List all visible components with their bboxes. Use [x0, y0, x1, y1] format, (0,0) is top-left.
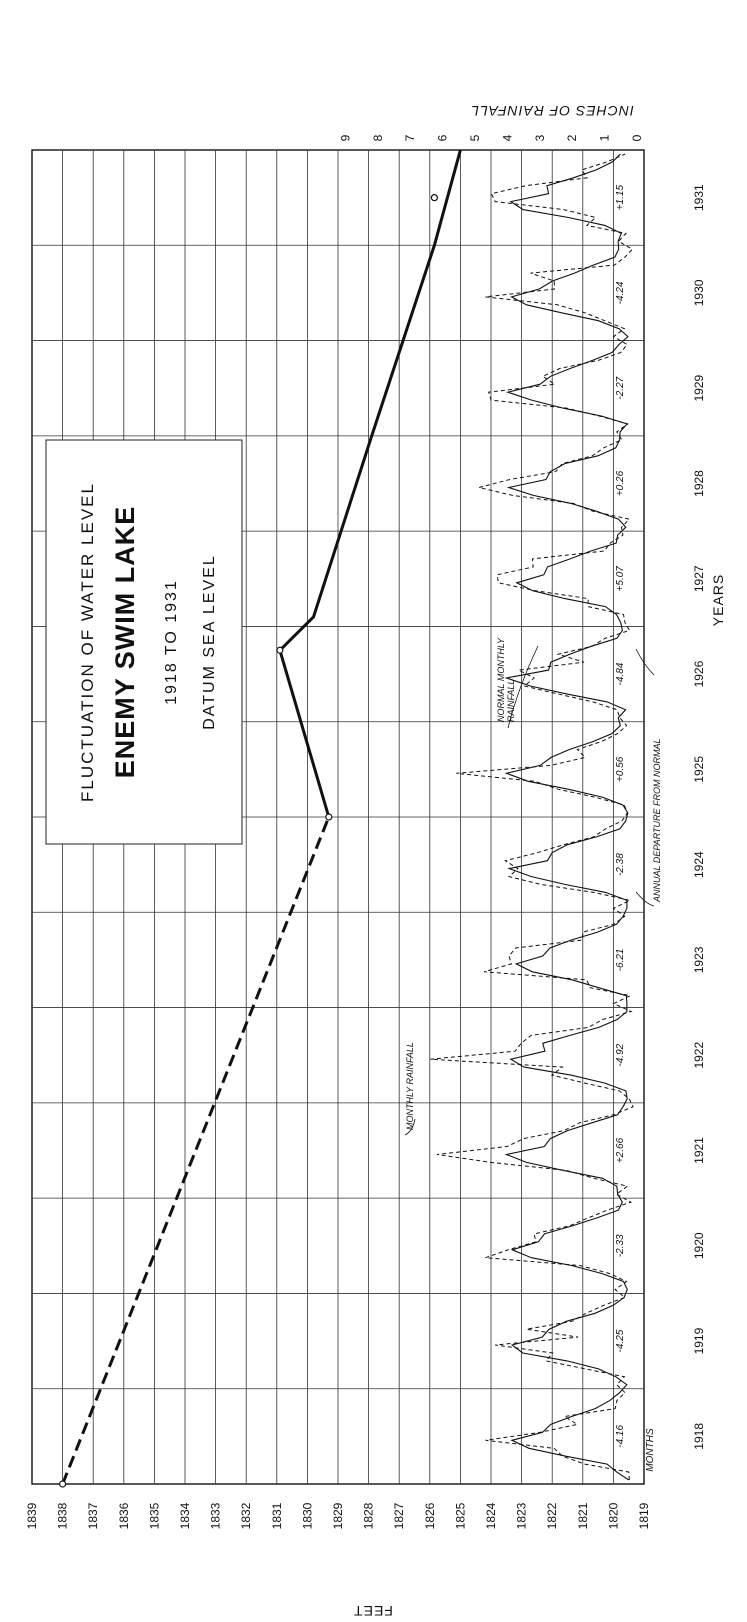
normal-monthly-rainfall-line — [504, 153, 630, 1481]
year-tick-label: 1923 — [692, 946, 706, 973]
feet-tick-label: 1824 — [484, 1502, 498, 1529]
year-tick-label: 1924 — [692, 851, 706, 878]
tick-labels: 1839 1838 1837 1836 1835 1834 1833 1832 1831 1830… — [25, 134, 706, 1529]
annual-departure-label: -4.25 — [615, 1329, 626, 1352]
annual-departure-leader-2 — [635, 648, 655, 676]
feet-tick-label: 1839 — [25, 1502, 39, 1529]
normal-rainfall-leader — [507, 645, 539, 729]
annual-departure-label: +0.56 — [615, 756, 626, 782]
feet-tick-label: 1829 — [331, 1502, 345, 1529]
monthly-rainfall-annotation: MONTHLY RAINFALL — [405, 1042, 415, 1130]
monthly-rainfall-line — [430, 153, 634, 1481]
annual-departure-label: +5.07 — [615, 566, 626, 592]
normal-rainfall-annotation-line2: RAINFALL — [506, 680, 516, 722]
feet-tick-label: 1826 — [423, 1502, 437, 1529]
feet-tick-label: 1835 — [147, 1502, 161, 1529]
chart-grid — [31, 149, 645, 1485]
monthly-rainfall-leader — [404, 1118, 416, 1136]
annual-departure-label: -6.21 — [615, 949, 626, 972]
annual-departure-label: +2.66 — [615, 1137, 626, 1163]
feet-tick-label: 1834 — [178, 1502, 192, 1529]
rainfall-series — [430, 153, 634, 1481]
feet-tick-label: 1828 — [362, 1502, 376, 1529]
y2-axis-title: INCHES OF RAINFALL — [470, 103, 634, 119]
title-panel — [45, 439, 243, 845]
annual-departure-label: -2.33 — [615, 1234, 626, 1257]
year-tick-label: 1927 — [692, 565, 706, 592]
annual-departure-label: -4.92 — [615, 1043, 626, 1066]
annual-departure-label: -2.38 — [615, 853, 626, 876]
annotations: -4.16 -4.25 -2.33 +2.66 -4.92 -6.21 -2.38 +0.56… — [404, 185, 662, 1448]
rain-tick-label: 7 — [403, 134, 417, 141]
rain-tick-label: 5 — [468, 134, 482, 141]
rain-tick-label: 4 — [500, 134, 514, 141]
rain-tick-label: 6 — [436, 134, 450, 141]
feet-tick-label: 1821 — [576, 1502, 590, 1529]
water-level-series — [58, 149, 462, 1488]
chart-period: 1918 TO 1931 — [163, 579, 180, 705]
x-axis-title: YEARS — [710, 574, 726, 626]
water-level-observed-line — [278, 149, 462, 818]
water-level-marker — [58, 1480, 67, 1488]
rain-tick-label: 8 — [371, 134, 385, 141]
feet-tick-label: 1836 — [117, 1502, 131, 1529]
year-tick-label: 1922 — [692, 1042, 706, 1069]
year-tick-label: 1930 — [692, 279, 706, 306]
annual-departure-label: -2.27 — [615, 376, 626, 399]
feet-tick-label: 1822 — [545, 1502, 559, 1529]
annual-departure-label: +1.15 — [615, 185, 626, 211]
rain-tick-label: 1 — [598, 134, 612, 141]
feet-tick-label: 1838 — [56, 1502, 70, 1529]
water-level-estimated-line — [61, 816, 331, 1485]
annual-departure-label: -4.24 — [615, 281, 626, 304]
rain-tick-label: 2 — [565, 134, 579, 141]
months-label: MONTHS — [645, 1428, 656, 1472]
feet-tick-label: 1831 — [270, 1502, 284, 1529]
chart-subtitle: ENEMY SWIM LAKE — [110, 506, 140, 779]
annual-departure-annotation: ANNUAL DEPARTURE FROM NORMAL — [652, 738, 662, 903]
rain-tick-label: 0 — [630, 134, 644, 141]
year-tick-label: 1921 — [692, 1137, 706, 1164]
year-tick-label: 1931 — [692, 184, 706, 211]
rain-tick-label: 3 — [533, 134, 547, 141]
year-tick-label: 1925 — [692, 756, 706, 783]
water-level-marker — [325, 813, 333, 821]
water-level-marker — [430, 194, 438, 202]
year-tick-label: 1928 — [692, 470, 706, 497]
feet-tick-label: 1823 — [515, 1502, 529, 1529]
y-axis-title: FEET — [353, 1603, 393, 1619]
chart-title: FLUCTUATION OF WATER LEVEL — [78, 482, 97, 802]
feet-tick-label: 1830 — [300, 1502, 314, 1529]
water-level-marker — [276, 646, 284, 654]
feet-tick-label: 1827 — [392, 1502, 406, 1529]
title-block: FLUCTUATION OF WATER LEVEL ENEMY SWIM LA… — [78, 482, 218, 802]
year-tick-label: 1918 — [692, 1423, 706, 1450]
normal-rainfall-annotation-line1: NORMAL MONTHLY — [496, 637, 506, 722]
feet-tick-label: 1833 — [209, 1502, 223, 1529]
feet-tick-label: 1820 — [606, 1502, 620, 1529]
feet-tick-label: 1832 — [239, 1502, 253, 1529]
year-tick-label: 1929 — [692, 375, 706, 402]
annual-departure-label: -4.16 — [615, 1425, 626, 1448]
chart-datum: DATUM SEA LEVEL — [201, 554, 218, 730]
annual-departure-leader-1 — [635, 891, 655, 907]
annual-departure-label: +0.26 — [615, 470, 626, 496]
annual-departure-label: -4.84 — [615, 662, 626, 685]
year-tick-label: 1926 — [692, 660, 706, 687]
year-tick-label: 1920 — [692, 1232, 706, 1259]
feet-tick-label: 1837 — [86, 1502, 100, 1529]
year-tick-label: 1919 — [692, 1327, 706, 1354]
feet-tick-label: 1819 — [637, 1502, 651, 1529]
rain-tick-label: 9 — [338, 134, 352, 141]
feet-tick-label: 1825 — [453, 1502, 467, 1529]
